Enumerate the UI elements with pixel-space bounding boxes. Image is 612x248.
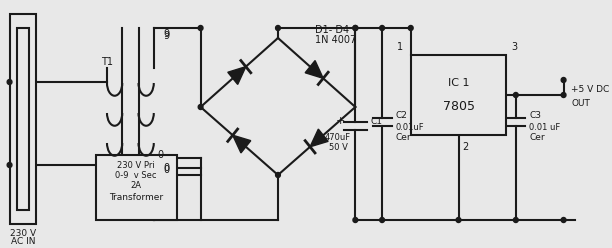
- Text: C1: C1: [371, 118, 382, 126]
- Text: Transformer: Transformer: [108, 192, 163, 201]
- Text: 0: 0: [163, 165, 170, 175]
- Text: D1- D4: D1- D4: [315, 25, 349, 35]
- Circle shape: [7, 162, 12, 167]
- Bar: [411, 55, 506, 135]
- Text: T1: T1: [101, 57, 113, 67]
- Text: 9: 9: [163, 31, 170, 41]
- Circle shape: [561, 93, 566, 97]
- Polygon shape: [305, 61, 323, 78]
- Text: 0-9  v Sec: 0-9 v Sec: [115, 171, 157, 180]
- Bar: [17, 28, 29, 210]
- Text: 230 V: 230 V: [10, 229, 36, 239]
- Circle shape: [353, 26, 358, 31]
- Circle shape: [198, 104, 203, 110]
- Text: 0: 0: [163, 163, 170, 173]
- Text: OUT: OUT: [571, 98, 590, 107]
- Circle shape: [513, 217, 518, 222]
- Circle shape: [353, 26, 358, 31]
- Text: +: +: [335, 116, 345, 126]
- Circle shape: [408, 26, 413, 31]
- Polygon shape: [233, 135, 251, 153]
- Text: C2: C2: [395, 111, 408, 120]
- Circle shape: [353, 217, 358, 222]
- Circle shape: [275, 173, 280, 178]
- Text: 3: 3: [511, 42, 517, 52]
- Circle shape: [513, 93, 518, 97]
- Polygon shape: [228, 67, 246, 84]
- Text: 0: 0: [158, 150, 164, 160]
- Text: Cer: Cer: [395, 133, 411, 143]
- Circle shape: [379, 217, 384, 222]
- Text: 2: 2: [462, 142, 469, 152]
- Circle shape: [561, 77, 566, 83]
- Circle shape: [198, 26, 203, 31]
- Text: 9: 9: [163, 29, 170, 39]
- Bar: [95, 155, 177, 220]
- Circle shape: [456, 217, 461, 222]
- Text: AC IN: AC IN: [10, 238, 35, 247]
- Bar: [10, 14, 36, 224]
- Text: C3: C3: [529, 111, 541, 120]
- Text: 1N 4007: 1N 4007: [315, 35, 356, 45]
- Text: 1: 1: [397, 42, 403, 52]
- Text: 470uF: 470uF: [325, 133, 351, 143]
- Circle shape: [7, 80, 12, 85]
- Text: 0.01 uF: 0.01 uF: [529, 124, 561, 132]
- Text: 2A: 2A: [130, 181, 141, 189]
- Circle shape: [275, 26, 280, 31]
- Circle shape: [561, 217, 566, 222]
- Text: Cer: Cer: [529, 133, 545, 143]
- Text: 7805: 7805: [442, 100, 474, 114]
- Text: 230 V Pri: 230 V Pri: [117, 160, 154, 169]
- Text: 0.01uF: 0.01uF: [395, 124, 424, 132]
- Text: 50 V: 50 V: [329, 144, 348, 153]
- Polygon shape: [310, 129, 328, 147]
- Text: +5 V DC: +5 V DC: [571, 86, 610, 94]
- Text: IC 1: IC 1: [448, 78, 469, 88]
- Circle shape: [379, 26, 384, 31]
